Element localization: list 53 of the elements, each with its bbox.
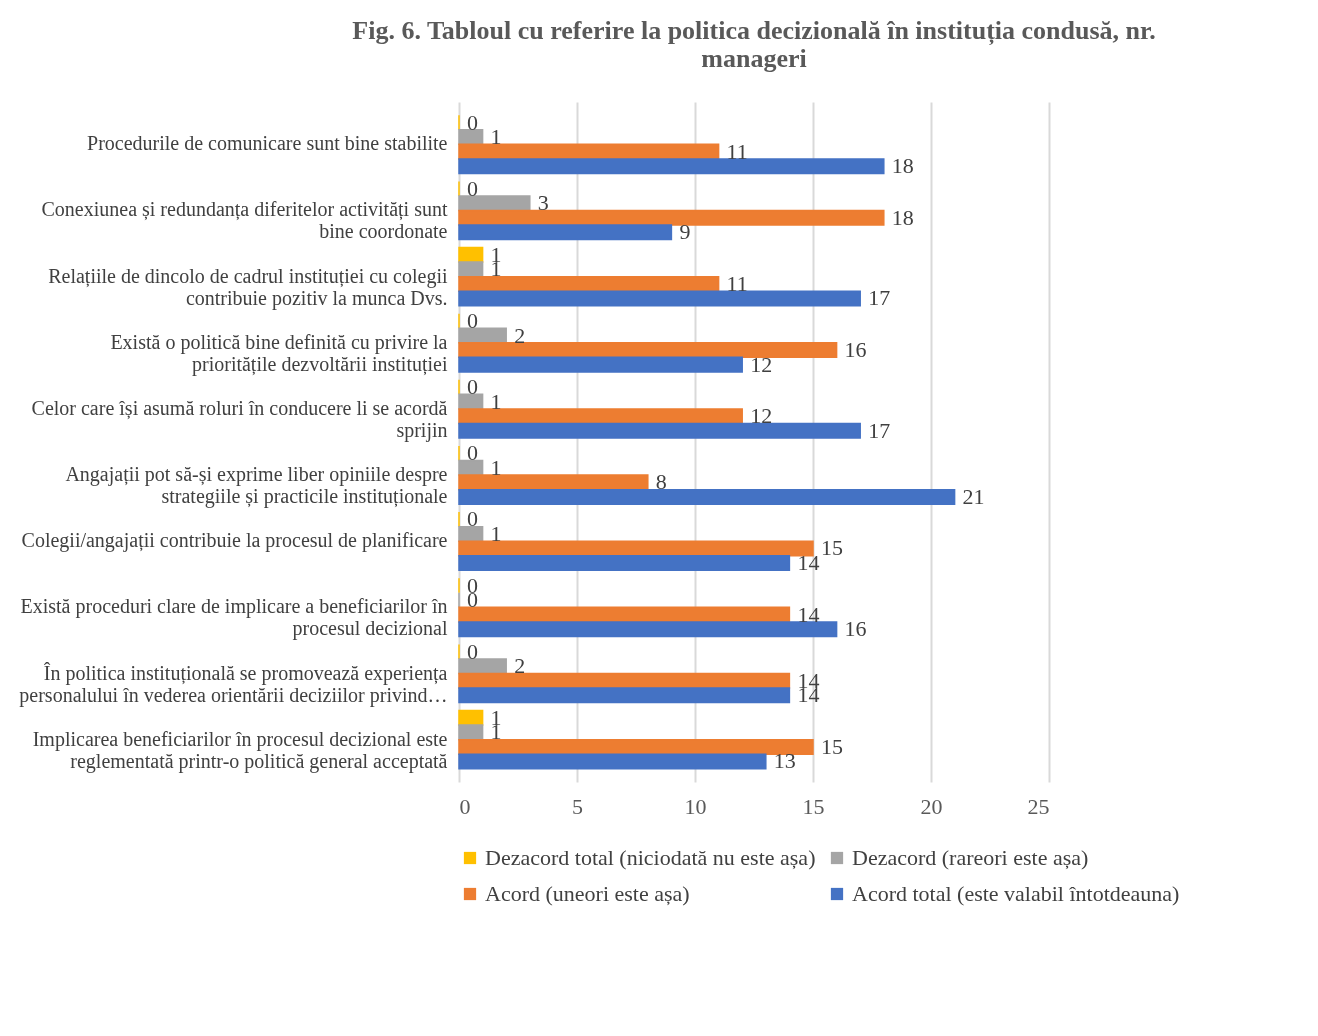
chart-title: Fig. 6. Tabloul cu referire la politica decizională în instituția condusă, nr. manageri xyxy=(352,16,1156,73)
y-tick-label: Angajații pot să-și exprime liber opiniile despre strategiile și practicile instituționale xyxy=(65,463,448,509)
data-label: 14 xyxy=(797,601,820,627)
data-label: 17 xyxy=(868,285,891,311)
legend-label: Acord total (este valabil întotdeauna) xyxy=(852,881,1180,906)
data-label: 0 xyxy=(467,175,478,201)
data-label: 16 xyxy=(844,616,867,642)
y-tick-label: Există o politică bine definită cu privire la prioritățile dezvoltării instituției xyxy=(110,330,448,376)
x-tick-label: 15 xyxy=(802,793,825,819)
data-label: 0 xyxy=(467,506,478,532)
x-tick-label: 20 xyxy=(920,793,943,819)
data-label: 12 xyxy=(750,351,773,377)
data-label: 15 xyxy=(821,535,843,561)
data-label: 14 xyxy=(797,550,820,576)
y-tick-label: Colegii/angajații contribuie la procesul de planificare xyxy=(21,529,448,553)
x-tick-label: 10 xyxy=(684,793,707,819)
data-label: 1 xyxy=(490,124,502,150)
y-tick-label: Procedurile de comunicare sunt bine stabilite xyxy=(87,132,448,155)
y-tick-label: Conexiunea și redundanța diferitelor activități sunt bine coordonate xyxy=(41,198,448,243)
data-label: 0 xyxy=(467,374,478,400)
data-label: 0 xyxy=(467,109,478,135)
data-label: 16 xyxy=(844,337,867,363)
data-label: 2 xyxy=(514,322,526,348)
data-label: 11 xyxy=(726,138,748,164)
data-label: 1 xyxy=(490,388,502,414)
legend-label: Dezacord total (niciodată nu este așa) xyxy=(485,845,816,870)
data-label: 18 xyxy=(891,204,914,230)
y-tick-label: Există proceduri clare de implicare a beneficiarilor în procesul decizional xyxy=(20,595,448,641)
x-tick-label: 0 xyxy=(459,793,471,819)
data-label: 9 xyxy=(679,219,691,245)
x-tick-label: 5 xyxy=(572,793,583,819)
data-label: 1 xyxy=(490,454,502,480)
data-label: 3 xyxy=(537,190,549,216)
data-label: 0 xyxy=(467,638,478,664)
data-label: 0 xyxy=(467,307,478,333)
data-label: 13 xyxy=(773,748,796,774)
legend-label: Dezacord (rareori este așa) xyxy=(852,845,1089,870)
legend-label: Acord (uneori este așa) xyxy=(485,881,690,906)
x-tick-label: 25 xyxy=(1027,793,1050,819)
data-label: 0 xyxy=(467,440,478,466)
data-label: 2 xyxy=(514,653,526,679)
data-label: 12 xyxy=(750,403,773,429)
y-tick-label: Implicarea beneficiarilor în procesul decizional este reglementată printr-o politică general acceptată xyxy=(32,727,448,773)
data-label: 1 xyxy=(490,520,502,546)
data-label: 15 xyxy=(821,733,843,759)
data-label: 11 xyxy=(726,270,748,296)
data-label: 18 xyxy=(891,153,914,179)
y-tick-label: În politica instituțională se promovează experiența personalului în vederea orientării deciziilor privind… xyxy=(19,661,448,707)
data-label: 8 xyxy=(655,469,667,495)
data-label: 21 xyxy=(962,483,985,509)
data-label: 17 xyxy=(868,417,891,443)
y-tick-label: Celor care își asumă roluri în conducere li se acordă sprijin xyxy=(31,396,448,442)
y-tick-label: Relațiile de dincolo de cadrul instituției cu colegii contribuie pozitiv la munca Dvs. xyxy=(48,264,448,310)
